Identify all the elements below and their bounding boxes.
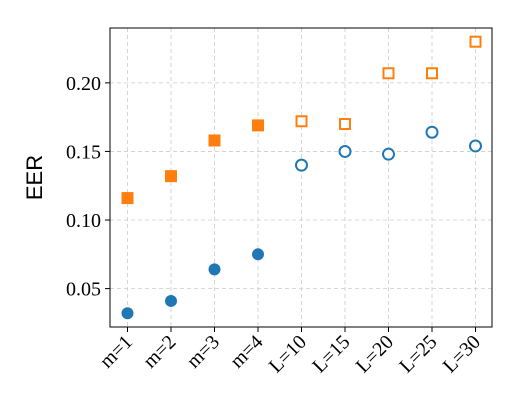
data-point-series1-1 — [121, 307, 134, 320]
data-point-series2-8 — [426, 67, 438, 80]
y-tick-label: 0.15 — [66, 141, 101, 163]
x-tick-label: m=3 — [182, 331, 224, 373]
data-point-series2-7 — [382, 67, 395, 80]
data-point-series1-6 — [338, 144, 352, 158]
y-tick-label: 0.05 — [66, 279, 101, 301]
y-axis-label: EER — [22, 155, 47, 200]
data-point-series1-2 — [165, 294, 177, 307]
y-tick-label: 0.20 — [66, 73, 101, 95]
data-point-series2-6 — [339, 118, 351, 131]
data-points — [121, 35, 482, 320]
x-tick-label: m=1 — [95, 331, 137, 373]
x-tick-label: L=15 — [308, 331, 354, 377]
data-point-series2-1 — [121, 192, 134, 205]
x-tick-label: L=30 — [439, 331, 485, 377]
x-tick-label: m=2 — [139, 331, 181, 373]
data-point-series2-2 — [165, 170, 177, 183]
data-point-series1-4 — [252, 248, 264, 261]
data-point-series1-9 — [469, 139, 482, 153]
axis-ticks: m=1 m=2 m=3 m=4L=10L=15L=20L=25L=30 0.05 0.10… — [66, 73, 485, 377]
data-point-series2-4 — [252, 119, 264, 132]
data-point-series2-9 — [469, 35, 482, 48]
data-point-series1-8 — [425, 125, 439, 139]
data-point-series2-3 — [208, 134, 221, 147]
data-point-series1-7 — [382, 147, 395, 161]
data-point-series2-5 — [295, 115, 308, 128]
x-tick-label: m=4 — [226, 331, 268, 373]
x-tick-label: L=20 — [352, 331, 398, 377]
x-tick-label: L=10 — [265, 331, 311, 377]
x-tick-label: L=25 — [395, 331, 441, 377]
data-point-series1-3 — [208, 263, 221, 276]
y-tick-label: 0.10 — [66, 210, 101, 232]
data-point-series1-5 — [295, 158, 308, 172]
